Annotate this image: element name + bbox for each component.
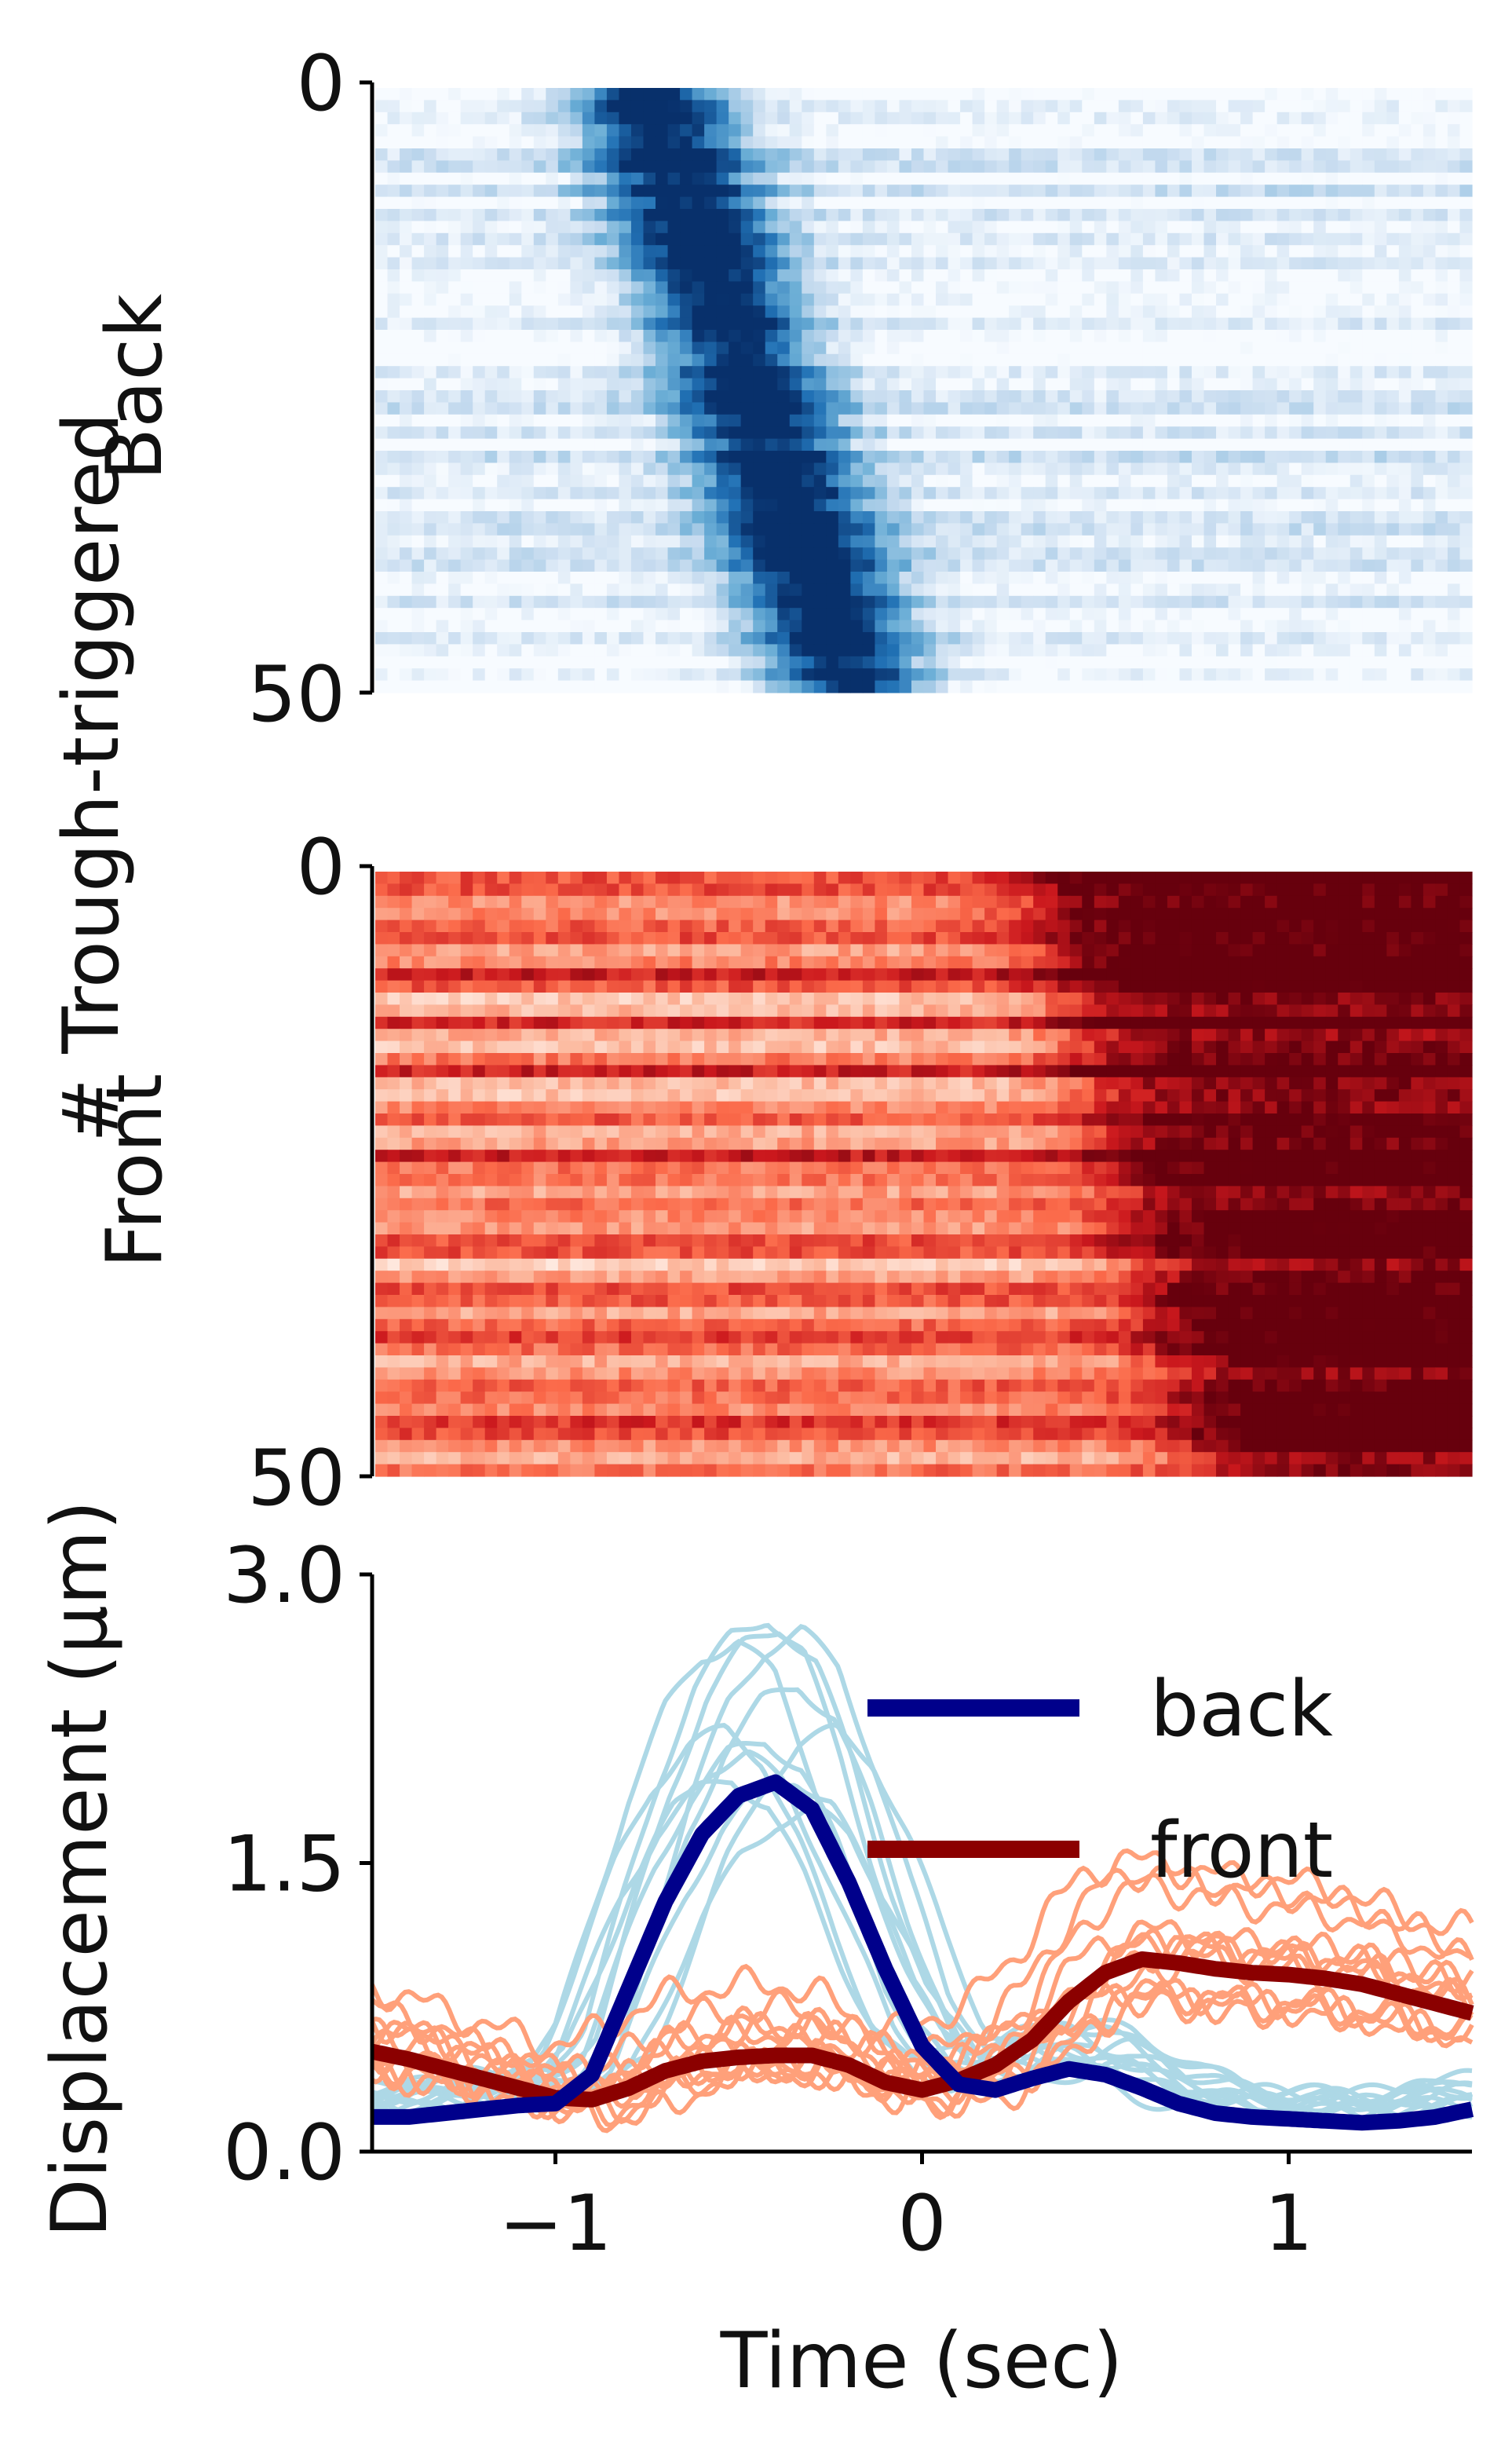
front-ytick-50: 50 <box>247 1434 345 1523</box>
front-heatmap <box>375 872 1473 1477</box>
back-trace <box>371 1622 1473 2104</box>
displacement-plot <box>367 1622 1477 2134</box>
shared-ylabel: # Trough-triggered <box>47 412 137 1143</box>
x-axis-label: Time (sec) <box>720 2317 1123 2406</box>
front-trace <box>371 1977 1474 2125</box>
xtick-label: 1 <box>1264 2179 1313 2269</box>
ytick-label: 0.0 <box>223 2108 345 2198</box>
legend-back-label: back <box>1150 1665 1333 1754</box>
front-ylabel: Front <box>90 1073 180 1268</box>
legend-front-label: front <box>1150 1806 1333 1896</box>
mean-lines <box>367 1774 1477 2131</box>
back-heatmap-axis: 0 50 <box>247 39 374 740</box>
back-heatmap <box>375 88 1473 693</box>
ytick-label: 3.0 <box>223 1531 345 1621</box>
xtick-label: −1 <box>499 2179 612 2269</box>
displacement-axes: 0.0 1.5 3.0 −1 0 1 <box>223 1531 1472 2269</box>
front-trace <box>370 1848 1474 2061</box>
back-ylabel: Back <box>90 294 180 481</box>
xtick-label: 0 <box>897 2179 946 2269</box>
back-mean-line <box>367 1774 1477 2131</box>
front-trace <box>371 1930 1474 2092</box>
front-ytick-0: 0 <box>297 823 345 912</box>
back-ytick-0: 0 <box>297 39 345 129</box>
front-heatmap-axis: 0 50 <box>247 823 374 1523</box>
legend: back front <box>867 1665 1333 1896</box>
back-ytick-50: 50 <box>247 650 345 740</box>
ytick-label: 1.5 <box>223 1820 345 1910</box>
front-trace <box>370 1872 1474 2100</box>
y-axis-label: Displacement (μm) <box>35 1500 125 2237</box>
